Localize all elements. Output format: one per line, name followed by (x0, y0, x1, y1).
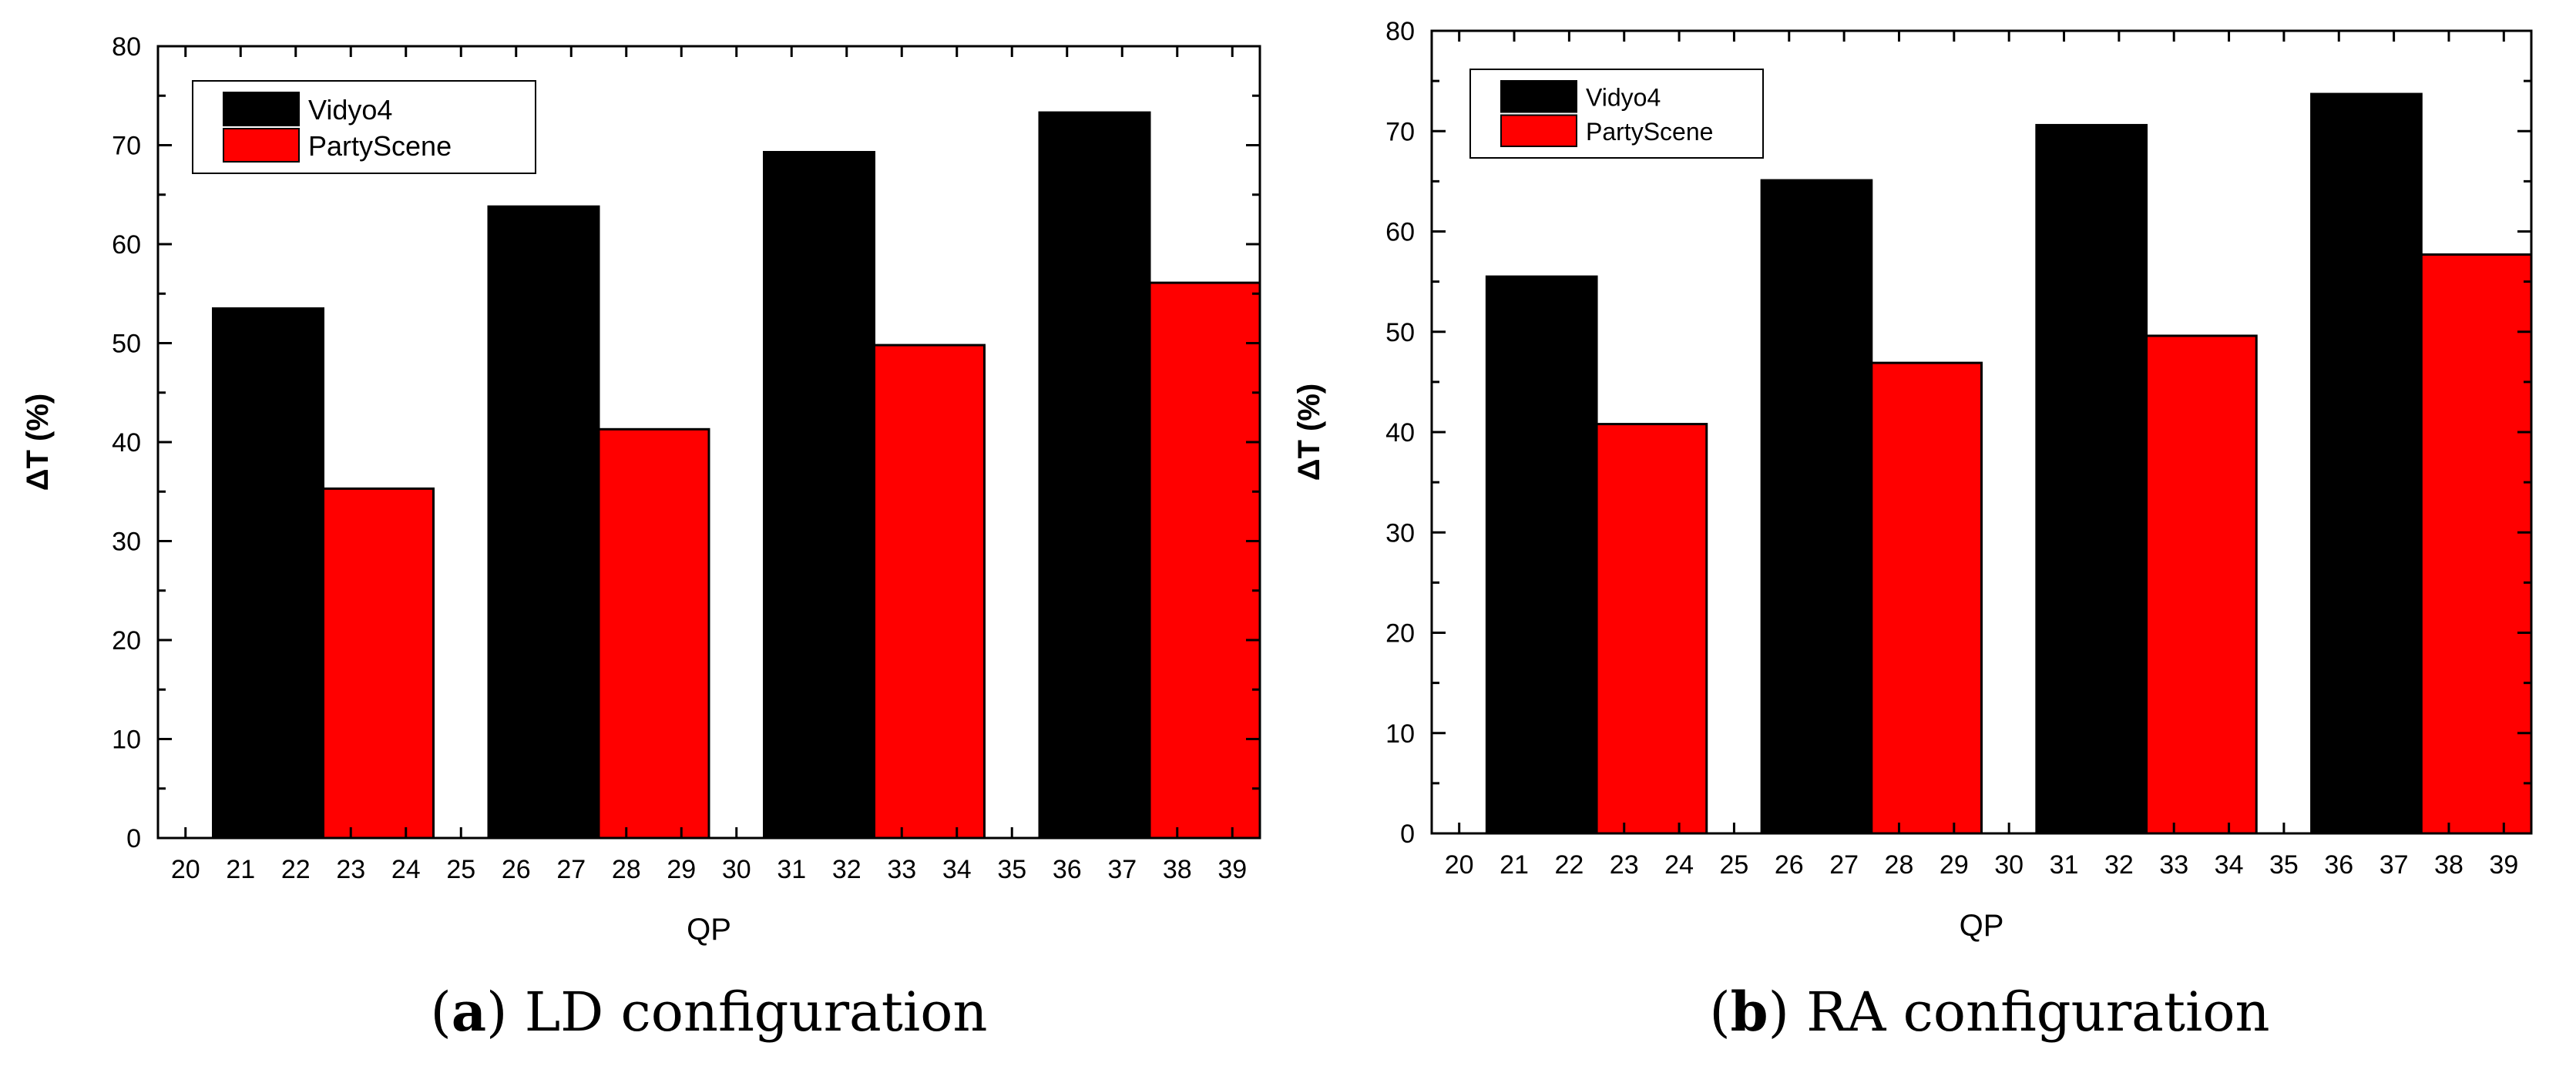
y-axis-label: ΔT (%) (21, 394, 55, 491)
y-tick-label: 80 (112, 32, 141, 62)
y-tick-label: 70 (1385, 117, 1415, 146)
x-tick-label: 33 (887, 855, 916, 884)
y-tick-label: 10 (1385, 719, 1415, 749)
x-tick-label: 26 (502, 855, 531, 884)
x-tick-label: 24 (391, 855, 421, 884)
x-axis-label: QP (687, 913, 731, 947)
y-tick-label: 70 (112, 132, 141, 161)
y-tick-label: 60 (1385, 218, 1415, 247)
caption-letter: b (1731, 980, 1768, 1044)
y-axis-label: ΔT (%) (1292, 384, 1326, 481)
x-axis-label: QP (1960, 909, 2004, 943)
x-tick-label: 23 (1610, 850, 1639, 880)
x-tick-label: 32 (2104, 850, 2134, 880)
bar-vidyo4-0 (1485, 275, 1598, 835)
x-tick-label: 28 (1885, 850, 1914, 880)
figure-caption: (a) LD configuration (430, 980, 987, 1044)
legend-label-vidyo4: Vidyo4 (308, 94, 392, 126)
x-tick-label: 38 (1163, 855, 1192, 884)
y-tick-label: 60 (112, 230, 141, 260)
x-tick-label: 27 (1829, 850, 1859, 880)
bar-vidyo4-1 (487, 205, 600, 840)
x-tick-label: 29 (1940, 850, 1969, 880)
x-tick-label: 21 (1500, 850, 1529, 880)
x-tick-label: 35 (997, 855, 1026, 884)
x-tick-label: 24 (1664, 850, 1694, 880)
x-tick-label: 25 (446, 855, 475, 884)
y-tick-label: 80 (1385, 17, 1415, 46)
bar-vidyo4-1 (1760, 179, 1873, 835)
x-tick-label: 20 (171, 855, 200, 884)
y-tick-label: 0 (126, 824, 141, 853)
x-tick-label: 22 (1554, 850, 1584, 880)
bar-partyscene-3 (2420, 253, 2533, 835)
x-tick-label: 39 (1217, 855, 1247, 884)
legend-label-vidyo4: Vidyo4 (1586, 84, 1661, 112)
bar-partyscene-1 (597, 427, 710, 840)
caption-open-paren: ( (1709, 981, 1730, 1044)
x-tick-label: 34 (2215, 850, 2244, 880)
y-tick-label: 30 (1385, 518, 1415, 548)
x-tick-label: 25 (1720, 850, 1749, 880)
chart-ra-configuration: 0 10 20 30 40 50 60 70 80 20 21 22 23 24 25 26 27 28 29 30 3… (1292, 17, 2533, 1044)
bar-partyscene-3 (1148, 281, 1261, 840)
x-tick-label: 38 (2434, 850, 2463, 880)
chart-ld-configuration: 0 10 20 30 40 50 60 70 80 20 21 22 23 24 25 26 27 28 29 30 3… (21, 32, 1261, 1044)
x-tick-label: 20 (1445, 850, 1474, 880)
x-tick-label: 26 (1775, 850, 1804, 880)
x-tick-label: 27 (556, 855, 586, 884)
x-tick-label: 30 (722, 855, 751, 884)
bar-vidyo4-3 (1038, 111, 1151, 840)
x-tick-label: 37 (1107, 855, 1137, 884)
x-tick-label: 39 (2489, 850, 2518, 880)
bar-vidyo4-3 (2310, 92, 2423, 835)
y-tick-label: 40 (1385, 418, 1415, 448)
bar-vidyo4-2 (2035, 123, 2148, 835)
x-tick-label: 35 (2269, 850, 2299, 880)
bar-partyscene-1 (1870, 361, 1983, 835)
figure-caption: (b) RA configuration (1709, 980, 2269, 1044)
x-tick-label: 36 (1053, 855, 1082, 884)
x-tick-label: 23 (336, 855, 365, 884)
bar-vidyo4-0 (212, 307, 324, 840)
caption-text: ) LD configuration (486, 981, 987, 1044)
bar-partyscene-0 (322, 487, 435, 840)
x-tick-label: 37 (2380, 850, 2409, 880)
y-tick-label: 10 (112, 726, 141, 755)
legend-swatch-partyscene (223, 128, 300, 163)
x-tick-label: 30 (1994, 850, 2024, 880)
x-tick-label: 31 (2050, 850, 2079, 880)
y-tick-label: 0 (1400, 820, 1415, 849)
bar-partyscene-2 (2145, 334, 2258, 835)
legend-swatch-partyscene (1500, 114, 1577, 147)
y-tick-label: 20 (1385, 619, 1415, 649)
x-tick-label: 33 (2159, 850, 2188, 880)
x-tick-label: 32 (832, 855, 861, 884)
y-tick-label: 30 (112, 528, 141, 557)
legend-label-partyscene: PartyScene (308, 130, 452, 162)
x-tick-label: 34 (942, 855, 972, 884)
x-tick-label: 21 (226, 855, 255, 884)
y-tick-label: 20 (112, 626, 141, 655)
y-tick-label: 50 (112, 330, 141, 359)
caption-letter: a (452, 980, 486, 1044)
bar-vidyo4-2 (763, 150, 875, 840)
legend-swatch-vidyo4 (223, 92, 300, 126)
bar-partyscene-2 (873, 344, 986, 840)
y-tick-label: 50 (1385, 318, 1415, 347)
x-tick-label: 31 (777, 855, 806, 884)
x-tick-label: 29 (667, 855, 696, 884)
legend-swatch-vidyo4 (1500, 80, 1577, 113)
x-tick-label: 36 (2324, 850, 2353, 880)
bar-partyscene-0 (1595, 423, 1708, 835)
caption-text: ) RA configuration (1768, 981, 2270, 1044)
caption-open-paren: ( (430, 981, 451, 1044)
legend-label-partyscene: PartyScene (1586, 118, 1713, 146)
y-tick-label: 40 (112, 428, 141, 458)
x-tick-label: 22 (281, 855, 311, 884)
x-tick-label: 28 (612, 855, 641, 884)
